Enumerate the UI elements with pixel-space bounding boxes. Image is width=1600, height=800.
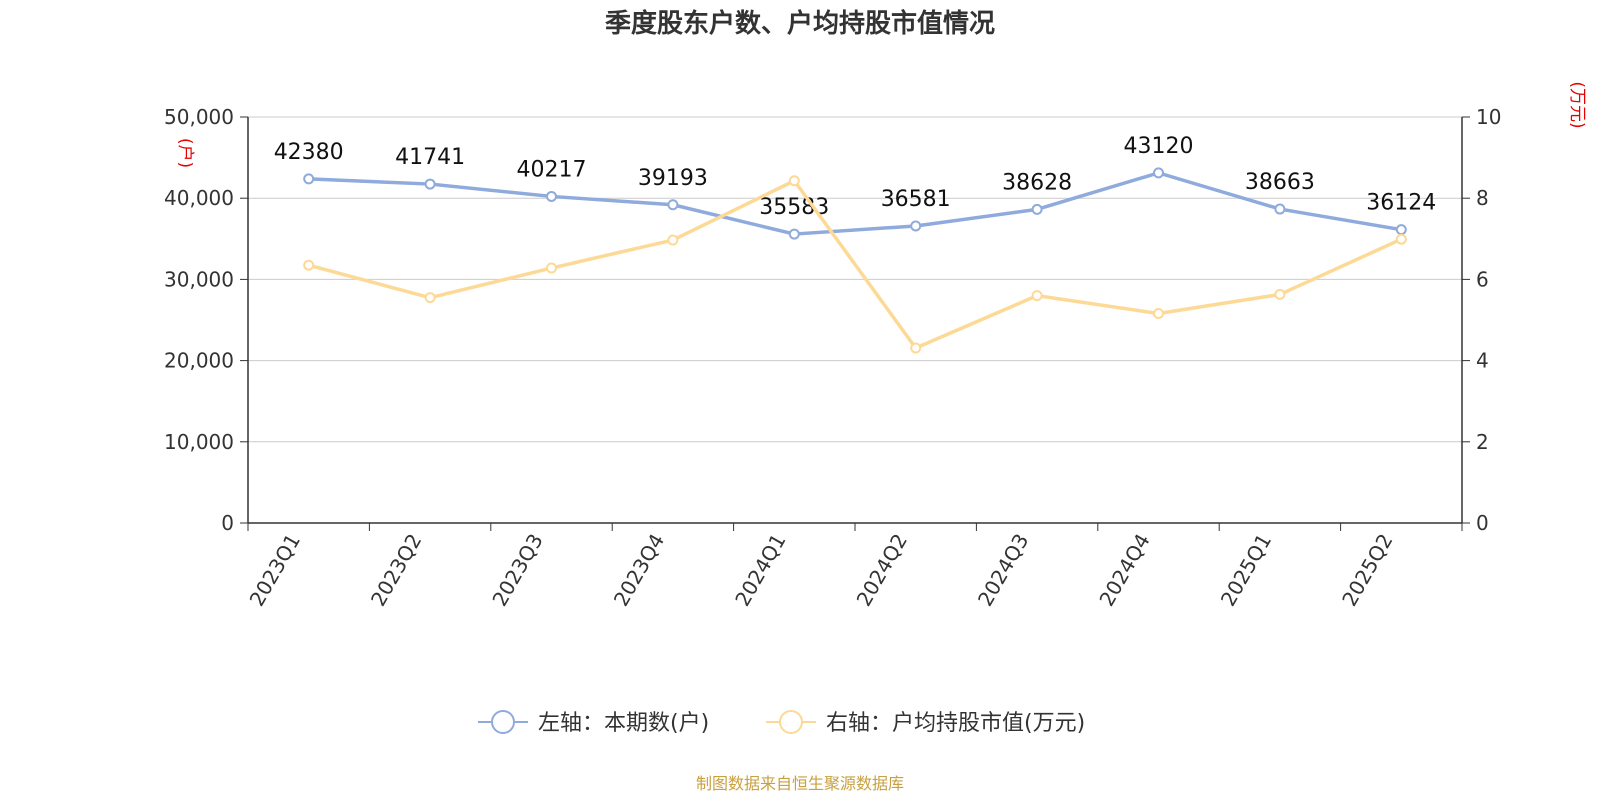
data-point[interactable] <box>303 173 315 185</box>
source-note: 制图数据来自恒生聚源数据库 <box>696 774 904 793</box>
data-label: 36124 <box>1366 191 1436 216</box>
data-label: 39193 <box>638 166 708 191</box>
legend-item-1[interactable]: 左轴：本期数(户) <box>478 710 709 736</box>
data-label: 38663 <box>1245 170 1315 195</box>
data-label: 43120 <box>1124 134 1194 159</box>
x-axis-tick-label: 2023Q4 <box>609 530 669 611</box>
data-point[interactable] <box>1153 167 1164 179</box>
x-axis-tick-label: 2025Q2 <box>1337 530 1397 611</box>
series-line <box>308 178 1403 350</box>
legend-item-2[interactable]: 右轴：户均持股市值(万元) <box>766 710 1085 736</box>
data-point[interactable] <box>1153 308 1164 320</box>
data-point[interactable] <box>910 342 922 354</box>
data-point[interactable] <box>424 178 436 190</box>
x-axis-tick-label: 2023Q1 <box>245 530 305 611</box>
data-point[interactable] <box>1395 233 1407 245</box>
right-axis-tick-label: 2 <box>1476 430 1489 454</box>
x-axis-tick-label: 2023Q2 <box>366 530 426 611</box>
right-axis-tick-label: 4 <box>1476 349 1489 373</box>
x-axis-tick-label: 2024Q3 <box>973 530 1033 611</box>
data-point[interactable] <box>667 234 679 246</box>
data-point[interactable] <box>303 259 315 271</box>
grid <box>248 116 1462 443</box>
series-group: 42380 41741 40217 39193 35583 36581 38628 43120… <box>274 134 1436 354</box>
left-axis-tick-label: 50,000 <box>164 105 234 129</box>
data-point[interactable] <box>1395 224 1407 236</box>
series-2 <box>303 175 1407 354</box>
data-point[interactable] <box>546 262 557 274</box>
data-point[interactable] <box>546 190 557 202</box>
data-label: 35583 <box>759 195 829 220</box>
left-axis-tick-label: 30,000 <box>164 267 234 291</box>
x-axis-tick-label: 2024Q1 <box>730 530 790 611</box>
right-axis-tick-label: 0 <box>1476 511 1489 535</box>
right-axis-tick-label: 8 <box>1476 186 1489 210</box>
x-axis-tick-label: 2023Q3 <box>487 530 547 611</box>
right-axis-unit: (万元) <box>1567 81 1587 128</box>
legend-marker <box>779 710 803 734</box>
right-axis-tick-label: 6 <box>1476 267 1489 291</box>
data-label: 42380 <box>274 140 344 165</box>
x-axis-tick-label: 2024Q4 <box>1094 530 1154 611</box>
data-point[interactable] <box>788 228 800 240</box>
data-point[interactable] <box>788 175 800 187</box>
data-label: 40217 <box>517 157 587 182</box>
x-axis-tick-label: 2024Q2 <box>852 530 912 611</box>
data-label: 41741 <box>395 145 465 170</box>
data-point[interactable] <box>667 199 679 211</box>
x-axis-tick-label: 2025Q1 <box>1216 530 1276 611</box>
data-point[interactable] <box>1031 290 1043 302</box>
data-label: 36581 <box>881 187 951 212</box>
left-axis-tick-label: 40,000 <box>164 186 234 210</box>
series-1: 42380 41741 40217 39193 35583 36581 38628 43120… <box>274 134 1436 240</box>
left-axis-tick-label: 0 <box>221 511 234 535</box>
legend-label: 右轴：户均持股市值(万元) <box>826 711 1085 736</box>
data-point[interactable] <box>1274 288 1286 300</box>
data-point[interactable] <box>1274 203 1286 215</box>
left-axis-tick-label: 10,000 <box>164 430 234 454</box>
left-axis-tick-label: 20,000 <box>164 349 234 373</box>
data-point[interactable] <box>424 292 436 304</box>
series-line <box>308 171 1402 236</box>
data-point[interactable] <box>910 220 922 232</box>
left-axis-unit: (户) <box>175 138 195 168</box>
data-point[interactable] <box>1031 203 1043 215</box>
right-axis-tick-label: 10 <box>1476 105 1501 129</box>
legend-marker <box>491 710 515 734</box>
chart-title: 季度股东户数、户均持股市值情况 <box>605 8 995 39</box>
data-label: 38628 <box>1002 170 1072 195</box>
legend[interactable]: 左轴：本期数(户) 右轴：户均持股市值(万元) <box>478 710 1085 736</box>
legend-label: 左轴：本期数(户) <box>538 711 709 736</box>
